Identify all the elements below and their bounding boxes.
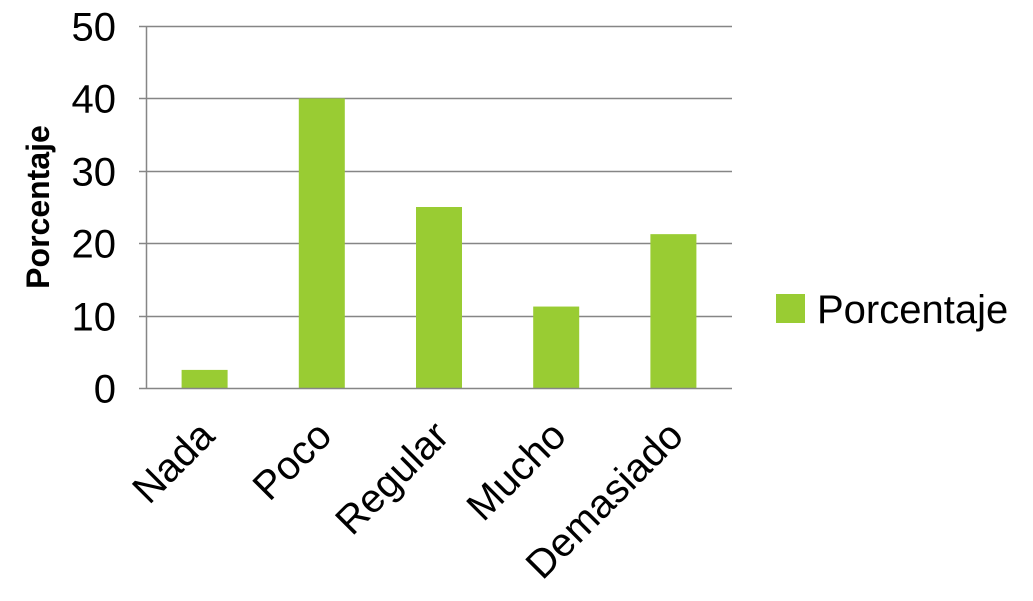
legend-label: Porcentaje [817,288,1008,332]
y-tick-label: 40 [72,78,117,122]
bar-poco [298,98,345,389]
bars [181,98,697,389]
y-tick-labels: 0 10 20 30 40 50 [72,6,117,412]
y-tick-label: 10 [72,296,117,340]
y-axis-title: Porcentaje [20,125,56,289]
legend: Porcentaje [776,288,1008,332]
x-tick-label: Nada [124,413,223,512]
legend-swatch [776,294,805,323]
bar-nada [181,369,228,388]
x-tick-label: Mucho [459,413,575,529]
axes [139,25,732,390]
gridlines [146,25,732,318]
x-tick-label: Poco [245,413,341,509]
y-tick-label: 50 [72,6,117,50]
bar-demasiado [650,234,697,388]
y-tick-label: 30 [72,151,117,195]
y-tick-label: 20 [72,223,117,267]
x-tick-label: Regular [327,413,457,543]
bar-mucho [533,306,580,388]
y-tick-label: 0 [94,368,116,412]
bar-regular [416,207,462,388]
